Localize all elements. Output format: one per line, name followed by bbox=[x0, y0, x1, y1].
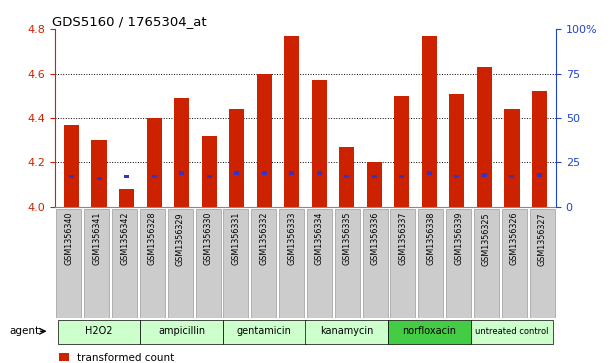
Text: GSM1356338: GSM1356338 bbox=[426, 212, 435, 265]
Bar bbox=[152, 175, 156, 179]
Text: GSM1356330: GSM1356330 bbox=[203, 212, 213, 265]
Text: norfloxacin: norfloxacin bbox=[403, 326, 456, 336]
Text: GSM1356327: GSM1356327 bbox=[538, 212, 547, 266]
Bar bbox=[124, 175, 129, 179]
Text: GSM1356325: GSM1356325 bbox=[482, 212, 491, 266]
Text: GSM1356334: GSM1356334 bbox=[315, 212, 324, 265]
Bar bbox=[532, 91, 547, 207]
Bar bbox=[422, 36, 437, 207]
Bar bbox=[179, 171, 184, 175]
Bar bbox=[510, 175, 514, 179]
Bar bbox=[372, 175, 377, 179]
Bar bbox=[367, 162, 382, 207]
Bar bbox=[174, 98, 189, 207]
Text: untreated control: untreated control bbox=[475, 327, 549, 336]
Text: GSM1356341: GSM1356341 bbox=[92, 212, 101, 265]
Text: GSM1356337: GSM1356337 bbox=[398, 212, 408, 265]
Bar bbox=[537, 173, 542, 177]
Text: GSM1356326: GSM1356326 bbox=[510, 212, 519, 265]
Text: GSM1356336: GSM1356336 bbox=[371, 212, 379, 265]
Bar bbox=[119, 189, 134, 207]
Bar bbox=[141, 320, 223, 343]
Bar bbox=[64, 125, 79, 207]
Text: ampicillin: ampicillin bbox=[158, 326, 205, 336]
Bar bbox=[477, 67, 492, 207]
Bar bbox=[229, 109, 244, 207]
Text: GSM1356333: GSM1356333 bbox=[287, 212, 296, 265]
Bar bbox=[455, 175, 459, 179]
Text: GSM1356332: GSM1356332 bbox=[259, 212, 268, 265]
Bar bbox=[69, 175, 74, 179]
Text: H2O2: H2O2 bbox=[86, 326, 113, 336]
Bar bbox=[400, 175, 404, 179]
Bar bbox=[147, 118, 162, 207]
Text: GSM1356340: GSM1356340 bbox=[64, 212, 73, 265]
Bar bbox=[97, 177, 101, 180]
Text: kanamycin: kanamycin bbox=[320, 326, 373, 336]
Bar bbox=[58, 320, 141, 343]
Bar bbox=[202, 136, 217, 207]
Bar bbox=[339, 147, 354, 207]
Bar bbox=[262, 171, 266, 175]
Bar bbox=[223, 320, 306, 343]
Text: GSM1356329: GSM1356329 bbox=[176, 212, 185, 266]
Bar bbox=[312, 80, 327, 207]
Text: GSM1356335: GSM1356335 bbox=[343, 212, 352, 265]
Text: GSM1356331: GSM1356331 bbox=[232, 212, 240, 265]
Bar bbox=[505, 109, 519, 207]
Bar bbox=[470, 320, 553, 343]
Bar bbox=[284, 36, 299, 207]
Bar bbox=[234, 171, 239, 175]
Bar bbox=[394, 96, 409, 207]
Text: GSM1356339: GSM1356339 bbox=[454, 212, 463, 265]
Bar bbox=[207, 175, 211, 179]
Bar bbox=[92, 140, 106, 207]
Bar bbox=[306, 320, 388, 343]
Bar bbox=[289, 171, 295, 175]
Bar bbox=[427, 171, 432, 175]
Text: gentamicin: gentamicin bbox=[237, 326, 291, 336]
Bar bbox=[388, 320, 470, 343]
Text: GDS5160 / 1765304_at: GDS5160 / 1765304_at bbox=[53, 15, 207, 28]
Bar bbox=[449, 94, 464, 207]
Text: GSM1356342: GSM1356342 bbox=[120, 212, 129, 265]
Legend: transformed count, percentile rank within the sample: transformed count, percentile rank withi… bbox=[55, 348, 257, 363]
Bar bbox=[257, 74, 272, 207]
Bar bbox=[482, 173, 487, 177]
Text: agent: agent bbox=[10, 326, 40, 336]
Text: GSM1356328: GSM1356328 bbox=[148, 212, 157, 265]
Bar bbox=[316, 171, 322, 175]
Bar bbox=[345, 175, 349, 179]
